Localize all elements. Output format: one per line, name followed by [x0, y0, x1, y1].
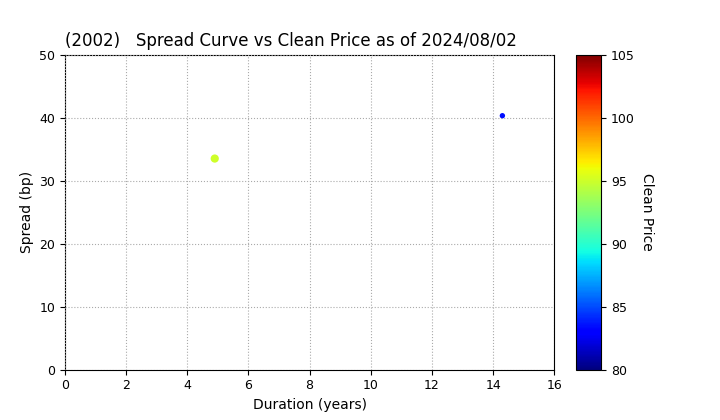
Text: (2002)   Spread Curve vs Clean Price as of 2024/08/02: (2002) Spread Curve vs Clean Price as of… [65, 32, 517, 50]
Y-axis label: Spread (bp): Spread (bp) [19, 171, 34, 253]
Y-axis label: Clean Price: Clean Price [640, 173, 654, 251]
X-axis label: Duration (years): Duration (years) [253, 398, 366, 412]
Point [209, 155, 220, 162]
Point [497, 112, 508, 119]
